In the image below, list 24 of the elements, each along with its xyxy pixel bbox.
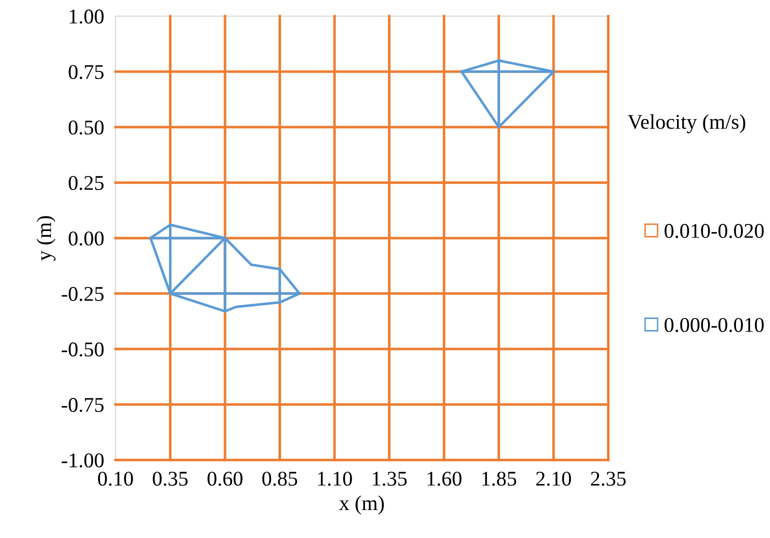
y-tick-label: 0.50 xyxy=(68,120,104,135)
y-tick-label: -0.75 xyxy=(62,398,104,412)
y-tick-label: 0.75 xyxy=(68,64,104,80)
x-tick-label: 1.35 xyxy=(372,472,407,486)
x-tick-label: 1.85 xyxy=(482,472,516,486)
y-tick-label: -0.50 xyxy=(62,342,104,357)
x-tick-label: 2.10 xyxy=(536,472,571,486)
legend-title: Velocity (m/s) xyxy=(628,114,746,134)
x-tick-label: 1.10 xyxy=(318,472,352,486)
x-tick-label: 2.35 xyxy=(590,472,626,486)
x-tick-label: 0.60 xyxy=(208,472,242,486)
y-tick-label: 0.00 xyxy=(68,231,104,246)
y-tick-label: 0.25 xyxy=(68,176,104,190)
y-axis-title: y (m) xyxy=(36,216,56,261)
x-tick-label: 0.35 xyxy=(152,472,188,486)
y-tick-label: -0.25 xyxy=(62,286,104,302)
x-tick-label: 0.10 xyxy=(98,472,133,486)
x-tick-label: 1.60 xyxy=(428,472,462,486)
legend-label: 0.000-0.010 xyxy=(664,318,764,332)
legend-label: 0.010-0.020 xyxy=(664,224,764,238)
x-tick-label: 0.85 xyxy=(262,472,298,486)
x-axis-title: x (m) xyxy=(339,496,384,514)
y-tick-label: 1.00 xyxy=(70,10,104,24)
y-tick-label: -1.00 xyxy=(62,453,104,468)
